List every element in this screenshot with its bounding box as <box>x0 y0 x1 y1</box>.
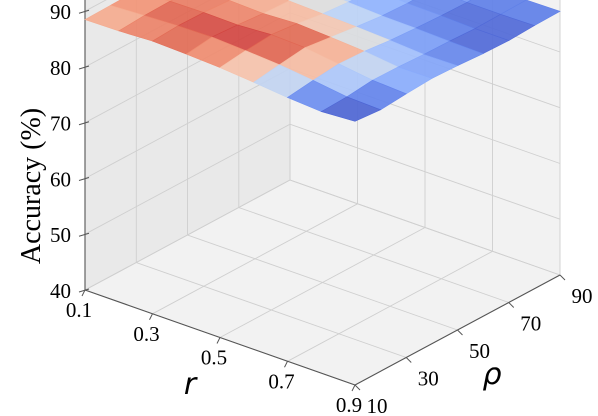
r-tick-label: 0.7 <box>268 369 294 393</box>
r-tick-mark <box>284 361 288 368</box>
surface-patch <box>320 96 382 122</box>
z-tick-mark <box>78 121 90 126</box>
r-tick-label: 0.5 <box>201 346 227 370</box>
z-tick-label: 70 <box>50 112 71 136</box>
z-tick-mark <box>78 288 90 293</box>
r-tick-mark <box>351 384 356 392</box>
r-tick-label: 0.3 <box>133 322 159 346</box>
rho-tick-mark <box>354 384 361 391</box>
z-tick-label: 90 <box>50 0 71 24</box>
grid-line-z <box>84 123 561 235</box>
rho-tick-mark <box>559 274 566 281</box>
surface-patch <box>398 0 414 4</box>
accuracy-surface <box>84 0 561 122</box>
rho-tick-label: 70 <box>520 312 541 336</box>
r-tick-mark <box>216 337 221 344</box>
surface-patch <box>342 0 354 3</box>
rho-axis-label: ρ <box>482 357 501 392</box>
z-tick-mark <box>78 232 90 237</box>
z-tick-label: 80 <box>50 56 71 80</box>
rho-tick-label: 50 <box>469 339 490 363</box>
rho-tick-mark <box>405 357 412 363</box>
rho-tick-label: 90 <box>572 284 593 308</box>
z-tick-label: 40 <box>50 279 71 303</box>
rho-tick-label: 10 <box>367 394 388 416</box>
z-tick-label: 60 <box>50 167 71 191</box>
z-tick-mark <box>78 9 90 14</box>
surface-patch <box>460 0 472 3</box>
r-tick-label: 0.9 <box>336 393 362 416</box>
r-axis-label: r <box>184 367 198 402</box>
r-tick-label: 0.1 <box>66 298 92 322</box>
z-tick-mark <box>78 177 90 181</box>
rho-tick-mark <box>457 329 463 336</box>
r-tick-mark <box>81 289 86 297</box>
rho-tick-mark <box>508 302 515 308</box>
rho-tick-label: 30 <box>418 367 439 391</box>
grid-line-z <box>84 179 561 291</box>
z-tick-mark <box>78 65 90 70</box>
r-tick-mark <box>149 313 153 320</box>
z-axis-label: Accuracy (%) <box>16 108 47 264</box>
z-tick-label: 50 <box>50 223 71 247</box>
axis-ticks: 40 50 60 70 80 90 0.1 0.3 0.5 0.7 0.9 10 30 50 70 90 <box>50 0 593 416</box>
